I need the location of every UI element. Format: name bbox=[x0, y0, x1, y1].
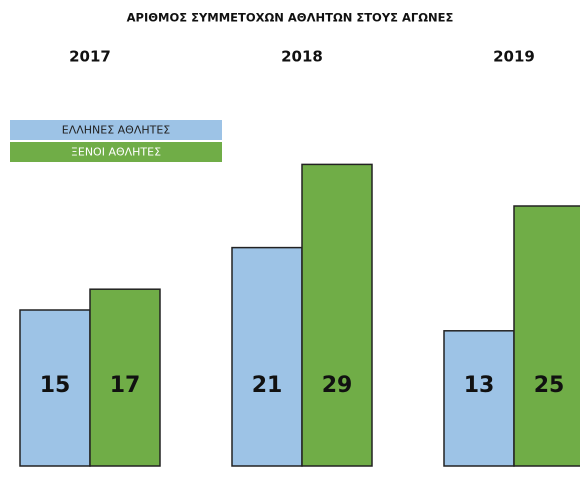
value-label: 13 bbox=[464, 373, 495, 398]
bar bbox=[513, 205, 580, 467]
bar bbox=[301, 163, 373, 467]
legend-label: ΕΛΛΗΝΕΣ ΑΘΛΗΤΕΣ bbox=[62, 124, 171, 137]
category-label: 2018 bbox=[281, 48, 323, 66]
bar bbox=[443, 330, 515, 467]
category-label: 2017 bbox=[69, 48, 111, 66]
value-label: 29 bbox=[322, 373, 353, 398]
legend-swatch bbox=[10, 142, 222, 162]
value-label: 21 bbox=[252, 373, 283, 398]
legend-label: ΞΕΝΟΙ ΑΘΛΗΤΕΣ bbox=[71, 146, 161, 159]
bar bbox=[231, 246, 303, 467]
category-label: 2019 bbox=[493, 48, 535, 66]
bar bbox=[89, 288, 161, 467]
value-label: 17 bbox=[110, 373, 141, 398]
value-label: 15 bbox=[40, 373, 71, 398]
bar bbox=[19, 309, 91, 467]
chart-title: ΑΡΙΘΜΟΣ ΣΥΜΜΕΤΟΧΩΝ ΑΘΛΗΤΩΝ ΣΤΟΥΣ ΑΓΩΝΕΣ bbox=[127, 11, 454, 25]
value-label: 25 bbox=[534, 373, 565, 398]
legend-swatch bbox=[10, 120, 222, 140]
